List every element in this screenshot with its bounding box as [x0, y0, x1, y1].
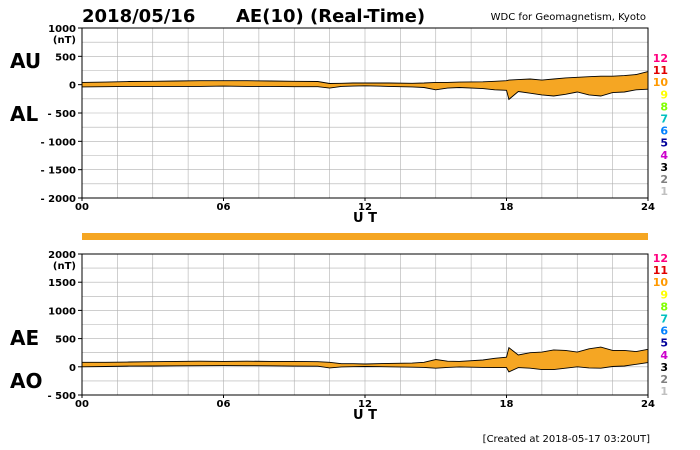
ae-ao-y-ticks: 2000 1500 1000 500 0 - 500 [47, 250, 82, 402]
ao-label: AO [10, 369, 42, 393]
y-tick-label: - 1000 [41, 137, 77, 148]
station-legend-digit: 1 [660, 385, 668, 398]
x-tick-label: 24 [641, 202, 655, 213]
au-al-x-ticks: 00 06 12 18 24 [75, 198, 655, 213]
station-legend-digit: 3 [660, 361, 668, 374]
station-legend-digit: 5 [660, 137, 668, 150]
station-legend-digit: 12 [653, 252, 668, 265]
ae-ao-area [82, 347, 648, 372]
station-legend-digit: 1 [660, 185, 668, 198]
x-tick-label: 12 [358, 399, 372, 410]
station-legend-digit: 6 [660, 125, 668, 138]
station-legend-digit: 7 [660, 313, 668, 326]
y-tick-label: 500 [55, 52, 76, 63]
au-al-xlabel: U T [353, 211, 377, 226]
x-tick-label: 06 [217, 399, 231, 410]
station-legend-digit: 9 [660, 288, 668, 301]
y-tick-label: 1000 [48, 24, 76, 35]
station-legend-digit: 10 [653, 276, 669, 289]
au-al-y-ticks: 1000 500 0 - 500 - 1000 - 1500 - 2000 [41, 24, 82, 205]
series-line-ao [81, 362, 649, 373]
data-availability-bar [82, 233, 648, 240]
ae-ao-lines [81, 346, 649, 373]
y-tick-label: - 500 [47, 391, 76, 402]
au-al-unit-label: (nT) [53, 35, 76, 46]
ae-ao-grid [82, 254, 648, 395]
x-tick-label: 12 [358, 202, 372, 213]
station-legend-digit: 6 [660, 325, 668, 338]
station-legend-digit: 8 [660, 100, 668, 113]
x-tick-label: 06 [217, 202, 231, 213]
y-tick-label: 0 [69, 363, 76, 374]
x-tick-label: 24 [641, 399, 655, 410]
station-legend-digit: 5 [660, 337, 668, 350]
au-al-lines [81, 71, 649, 101]
station-legend-digit: 11 [653, 264, 668, 277]
station-legend-digit: 4 [660, 349, 668, 362]
y-tick-label: 1000 [48, 306, 76, 317]
station-legend-digit: 9 [660, 88, 668, 101]
y-tick-label: 0 [69, 81, 76, 92]
station-legend-digit: 11 [653, 64, 668, 77]
series-line-al [81, 85, 649, 101]
series-line-au [81, 71, 649, 84]
station-legend-digit: 2 [660, 173, 668, 186]
y-tick-label: - 2000 [41, 194, 77, 205]
y-tick-label: 1500 [48, 278, 76, 289]
station-legend-digit: 2 [660, 373, 668, 386]
ae-label: AE [10, 326, 39, 350]
source-label: WDC for Geomagnetism, Kyoto [491, 12, 646, 23]
station-legend-digit: 7 [660, 113, 668, 126]
x-tick-label: 18 [500, 399, 514, 410]
station-legend-digit: 8 [660, 300, 668, 313]
station-legend-digit: 10 [653, 76, 669, 89]
y-tick-label: - 500 [47, 109, 76, 120]
y-tick-label: - 1500 [41, 166, 77, 177]
station-legend-digit: 12 [653, 52, 668, 65]
au-al-grid [82, 28, 648, 198]
ae-ao-xlabel: U T [353, 408, 377, 423]
chart-title: AE(10) (Real-Time) [236, 6, 425, 27]
x-tick-label: 00 [75, 399, 89, 410]
station-legend-digit: 3 [660, 161, 668, 174]
y-tick-label: 500 [55, 335, 76, 346]
station-legend-digit: 4 [660, 149, 668, 162]
ae-ao-x-ticks: 00 06 12 18 24 [75, 395, 655, 410]
y-tick-label: 2000 [48, 250, 76, 261]
series-area-band [82, 347, 648, 372]
ae-ao-unit-label: (nT) [53, 261, 76, 272]
date-label: 2018/05/16 [82, 6, 195, 27]
x-tick-label: 00 [75, 202, 89, 213]
created-timestamp: [Created at 2018-05-17 03:20UT] [483, 434, 650, 445]
al-label: AL [10, 102, 38, 126]
x-tick-label: 18 [500, 202, 514, 213]
series-line-ae [82, 346, 649, 365]
au-label: AU [10, 49, 41, 73]
